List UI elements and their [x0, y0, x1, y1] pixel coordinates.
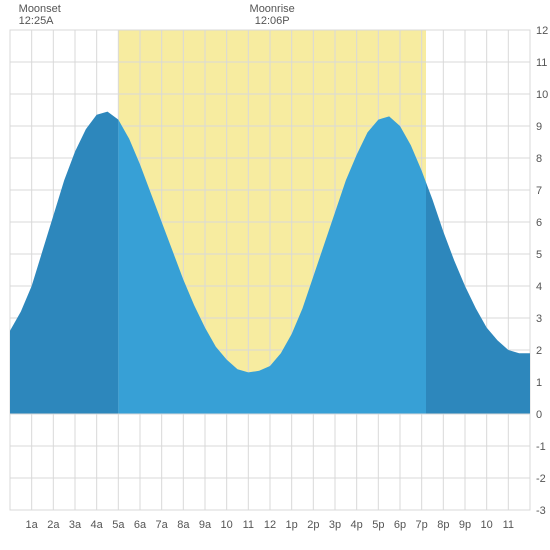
y-tick-label: 12 — [536, 25, 548, 37]
x-tick-label: 9a — [199, 519, 212, 531]
x-tick-label: 4p — [351, 519, 363, 531]
y-tick-label: -1 — [536, 441, 546, 453]
y-tick-label: 4 — [536, 281, 542, 293]
y-tick-label: 10 — [536, 89, 548, 101]
x-tick-label: 11 — [243, 519, 254, 531]
x-tick-label: 3a — [69, 519, 82, 531]
x-tick-label: 9p — [459, 519, 471, 531]
y-tick-label: 1 — [536, 377, 542, 389]
x-tick-label: 12 — [264, 519, 276, 531]
x-tick-label: 2p — [307, 519, 319, 531]
y-tick-label: -2 — [536, 473, 546, 485]
x-tick-label: 8p — [437, 519, 449, 531]
y-tick-label: 5 — [536, 249, 542, 261]
moonrise-label: Moonrise — [250, 3, 295, 15]
y-tick-label: 9 — [536, 121, 542, 133]
x-tick-label: 6a — [134, 519, 147, 531]
moonrise-time: 12:06P — [255, 15, 290, 27]
x-tick-label: 8a — [177, 519, 190, 531]
x-tick-label: 10 — [481, 519, 493, 531]
y-tick-label: 11 — [536, 57, 547, 69]
chart-svg: -3-2-101234567891011121a2a3a4a5a6a7a8a9a… — [0, 0, 550, 550]
x-tick-label: 7p — [416, 519, 428, 531]
y-tick-label: -3 — [536, 505, 546, 517]
x-tick-label: 4a — [91, 519, 104, 531]
y-tick-label: 8 — [536, 153, 542, 165]
x-tick-label: 7a — [156, 519, 169, 531]
y-tick-label: 7 — [536, 185, 542, 197]
x-tick-label: 10 — [221, 519, 233, 531]
x-tick-label: 6p — [394, 519, 406, 531]
y-tick-label: 0 — [536, 409, 542, 421]
moonset-label: Moonset — [19, 3, 61, 15]
y-tick-label: 2 — [536, 345, 542, 357]
moonset-time: 12:25A — [19, 15, 55, 27]
y-tick-label: 6 — [536, 217, 542, 229]
x-tick-label: 5p — [372, 519, 384, 531]
x-tick-label: 2a — [47, 519, 60, 531]
tide-chart: -3-2-101234567891011121a2a3a4a5a6a7a8a9a… — [0, 0, 550, 550]
x-tick-label: 11 — [503, 519, 514, 531]
x-tick-label: 3p — [329, 519, 341, 531]
x-tick-label: 5a — [112, 519, 125, 531]
x-tick-label: 1p — [286, 519, 298, 531]
x-tick-label: 1a — [26, 519, 39, 531]
y-tick-label: 3 — [536, 313, 542, 325]
